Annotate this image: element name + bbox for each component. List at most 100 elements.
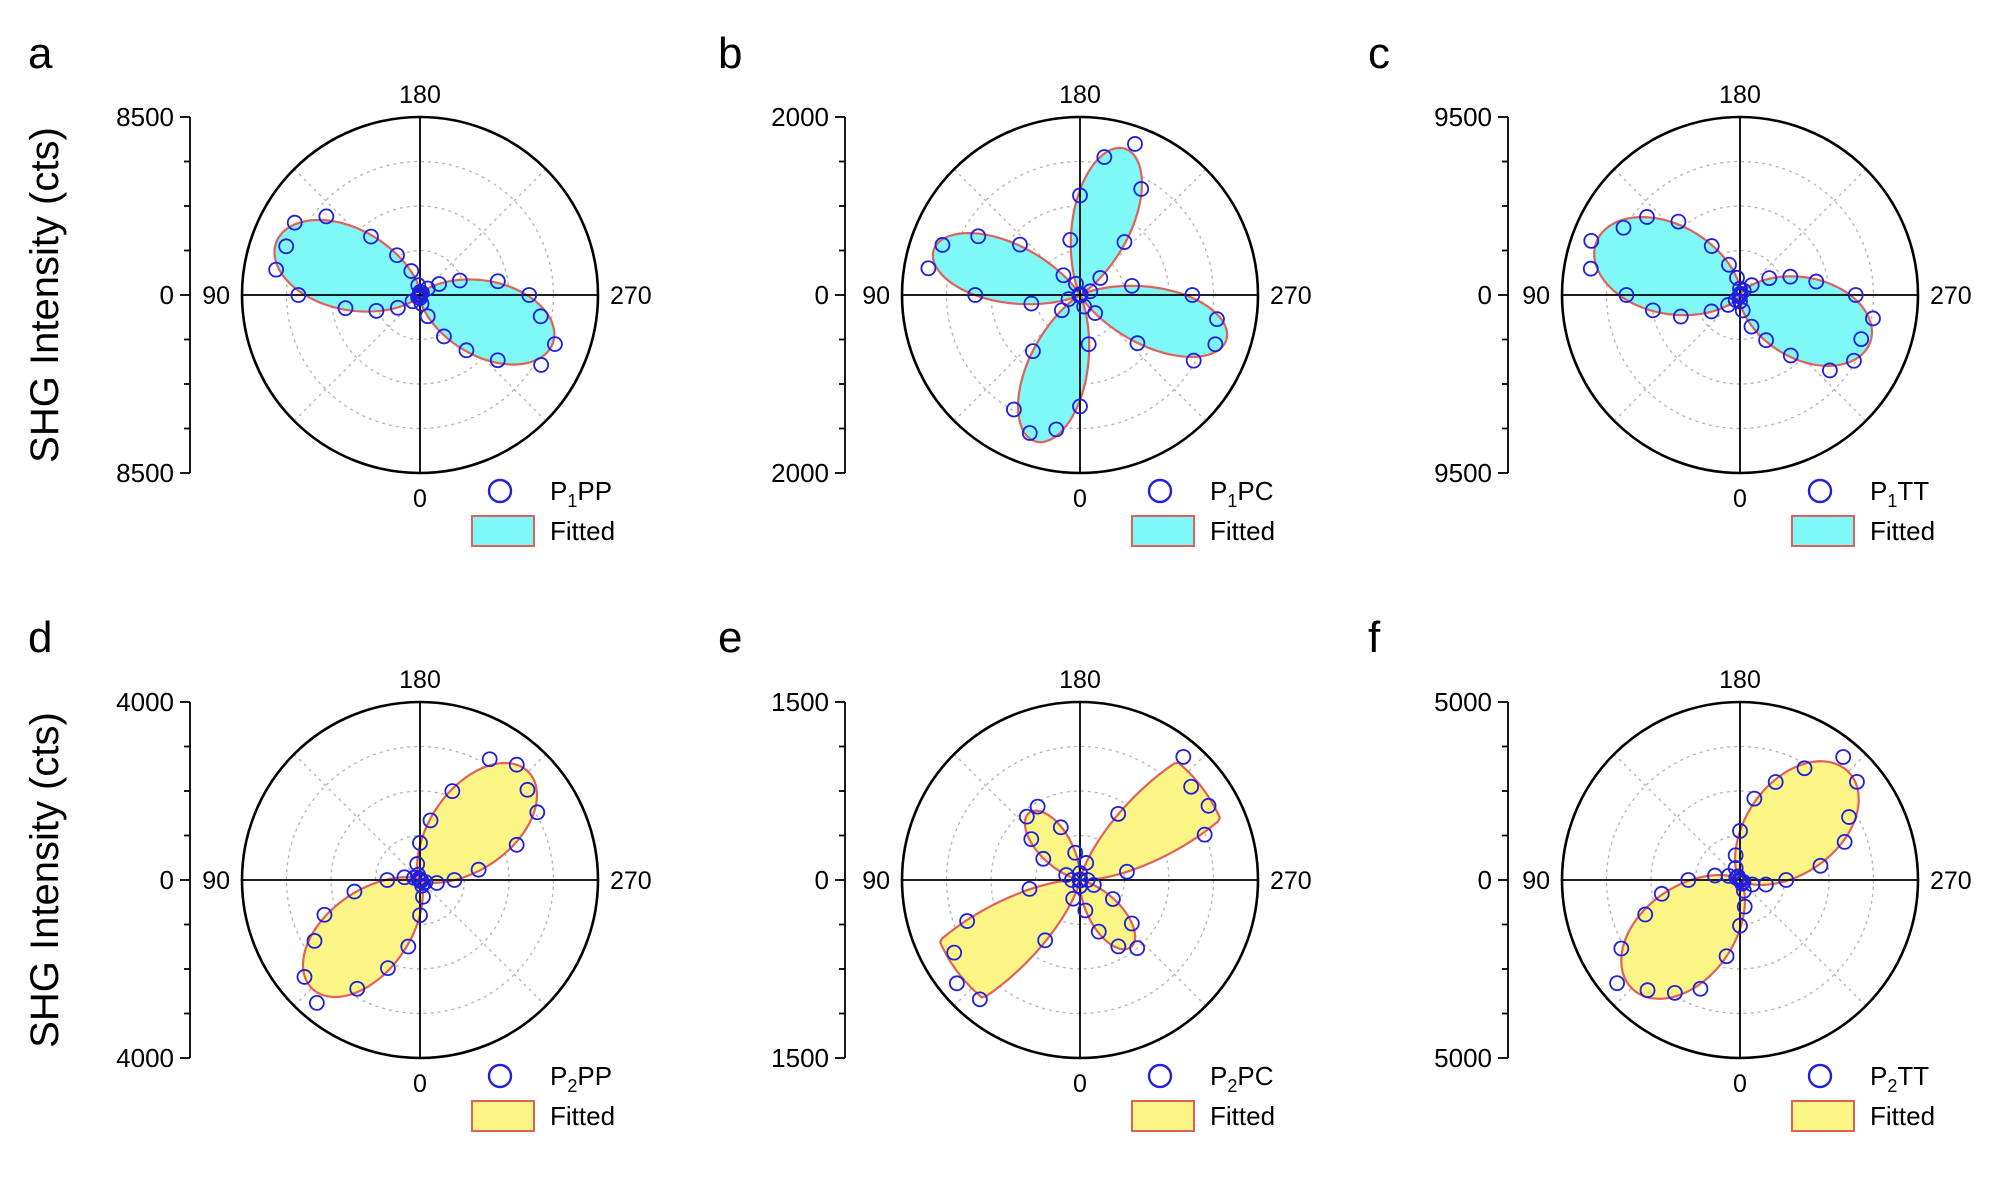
data-point <box>1209 311 1225 328</box>
data-point <box>1018 808 1035 825</box>
data-point <box>1012 236 1028 253</box>
panel-letter: c <box>1368 29 1390 78</box>
data-point <box>1110 805 1127 822</box>
data-point <box>1077 902 1094 919</box>
data-point <box>1670 213 1687 230</box>
angle-label-left: 90 <box>1522 867 1550 895</box>
data-point <box>1812 857 1829 874</box>
radial-tick-label: 8500 <box>116 458 174 488</box>
data-point <box>967 287 984 303</box>
data-point <box>547 336 563 353</box>
data-point <box>1055 267 1072 284</box>
legend-marker-fitted <box>1791 515 1855 547</box>
data-point <box>1105 891 1121 907</box>
data-point <box>533 357 550 373</box>
data-point <box>920 260 937 277</box>
radial-tick-label: 0 <box>815 865 829 895</box>
radial-tick-label: 8500 <box>116 102 174 132</box>
radial-tick-label: 0 <box>1478 865 1492 895</box>
data-point <box>1639 209 1655 225</box>
data-point <box>1183 778 1200 795</box>
data-point <box>1746 790 1763 807</box>
data-point <box>436 328 452 345</box>
radial-tick-label: 1500 <box>771 1043 829 1073</box>
data-point <box>1076 298 1093 315</box>
grid-spoke <box>419 168 547 296</box>
data-point <box>1734 875 1750 892</box>
data-point <box>1196 826 1213 843</box>
legend-label-fitted: Fitted <box>1210 1101 1275 1131</box>
grid-spoke <box>1739 879 1867 1007</box>
data-point <box>1129 940 1146 957</box>
data-point <box>1200 797 1217 814</box>
polar-panel-c: c 180 90 270 0 9500 0 9500 P1TT Fitted <box>1368 29 1972 547</box>
data-point <box>349 980 366 997</box>
data-point <box>1796 760 1813 777</box>
angle-label-left: 90 <box>862 867 890 895</box>
angle-label-left: 90 <box>202 282 230 310</box>
data-point <box>489 352 506 369</box>
data-point <box>451 272 468 289</box>
data-point <box>415 888 431 905</box>
data-point <box>1853 331 1870 348</box>
data-point <box>521 287 538 303</box>
legend-label-fitted: Fitted <box>1870 1101 1935 1131</box>
data-point <box>1778 872 1795 888</box>
panel-letter: f <box>1368 613 1381 662</box>
data-point <box>1133 181 1150 197</box>
data-point <box>532 308 549 325</box>
data-point <box>1072 187 1088 204</box>
angle-label-left: 90 <box>862 282 890 310</box>
legend-marker-data <box>487 478 513 504</box>
angle-label-right: 270 <box>610 867 652 895</box>
data-point <box>529 804 546 821</box>
polar-panel-e: e 180 90 270 0 1500 0 1500 P2PC Fitted <box>718 613 1312 1132</box>
data-point <box>346 883 363 900</box>
grid-spoke <box>419 879 547 1007</box>
data-point <box>1035 850 1052 867</box>
polar-panel-b: b 180 90 270 0 2000 0 2000 P1PC Fitted <box>718 29 1312 547</box>
data-point <box>1618 287 1635 303</box>
data-point <box>414 877 430 894</box>
data-point <box>1072 398 1088 415</box>
data-point <box>1732 917 1748 934</box>
panel-letter: b <box>718 29 742 78</box>
data-point <box>413 295 430 312</box>
data-point <box>508 756 525 773</box>
data-point <box>1067 844 1084 861</box>
radial-tick-label: 2000 <box>771 458 829 488</box>
legend-label-fitted: Fitted <box>1870 516 1935 546</box>
data-point <box>1072 287 1089 304</box>
legend-marker-fitted <box>471 1100 535 1132</box>
data-point <box>1609 975 1625 992</box>
panel-letter: d <box>28 613 52 662</box>
grid-spoke <box>1613 753 1741 881</box>
legend-marker-fitted <box>1131 515 1195 547</box>
legend-marker-fitted <box>1791 1100 1855 1132</box>
data-point <box>412 907 428 924</box>
data-point <box>1758 332 1774 349</box>
radial-tick-label: 5000 <box>1434 687 1492 717</box>
data-point <box>1124 277 1140 294</box>
angle-label-bottom: 0 <box>1073 1070 1087 1098</box>
data-point <box>481 751 498 768</box>
legend-label-data: P2PC <box>1210 1061 1273 1096</box>
radial-tick-label: 0 <box>160 865 174 895</box>
data-point <box>1615 219 1632 236</box>
data-point <box>446 872 463 888</box>
data-point <box>1767 774 1784 790</box>
grid-spoke <box>293 753 421 881</box>
data-point <box>489 273 506 290</box>
polar-panels: a 180 90 270 0 8500 0 8500 P1PP Fitted b 180 90 270 0 2… <box>28 29 1972 1132</box>
radial-tick-label: 4000 <box>116 1043 174 1073</box>
data-point <box>1065 890 1082 907</box>
radial-tick-label: 1500 <box>771 687 829 717</box>
outer-ring <box>900 115 1260 475</box>
data-point <box>422 812 439 829</box>
data-point <box>1006 401 1022 418</box>
angle-label-right: 270 <box>1270 282 1312 310</box>
angle-label-right: 270 <box>610 282 652 310</box>
data-point <box>1583 232 1600 249</box>
outer-ring <box>240 115 600 475</box>
